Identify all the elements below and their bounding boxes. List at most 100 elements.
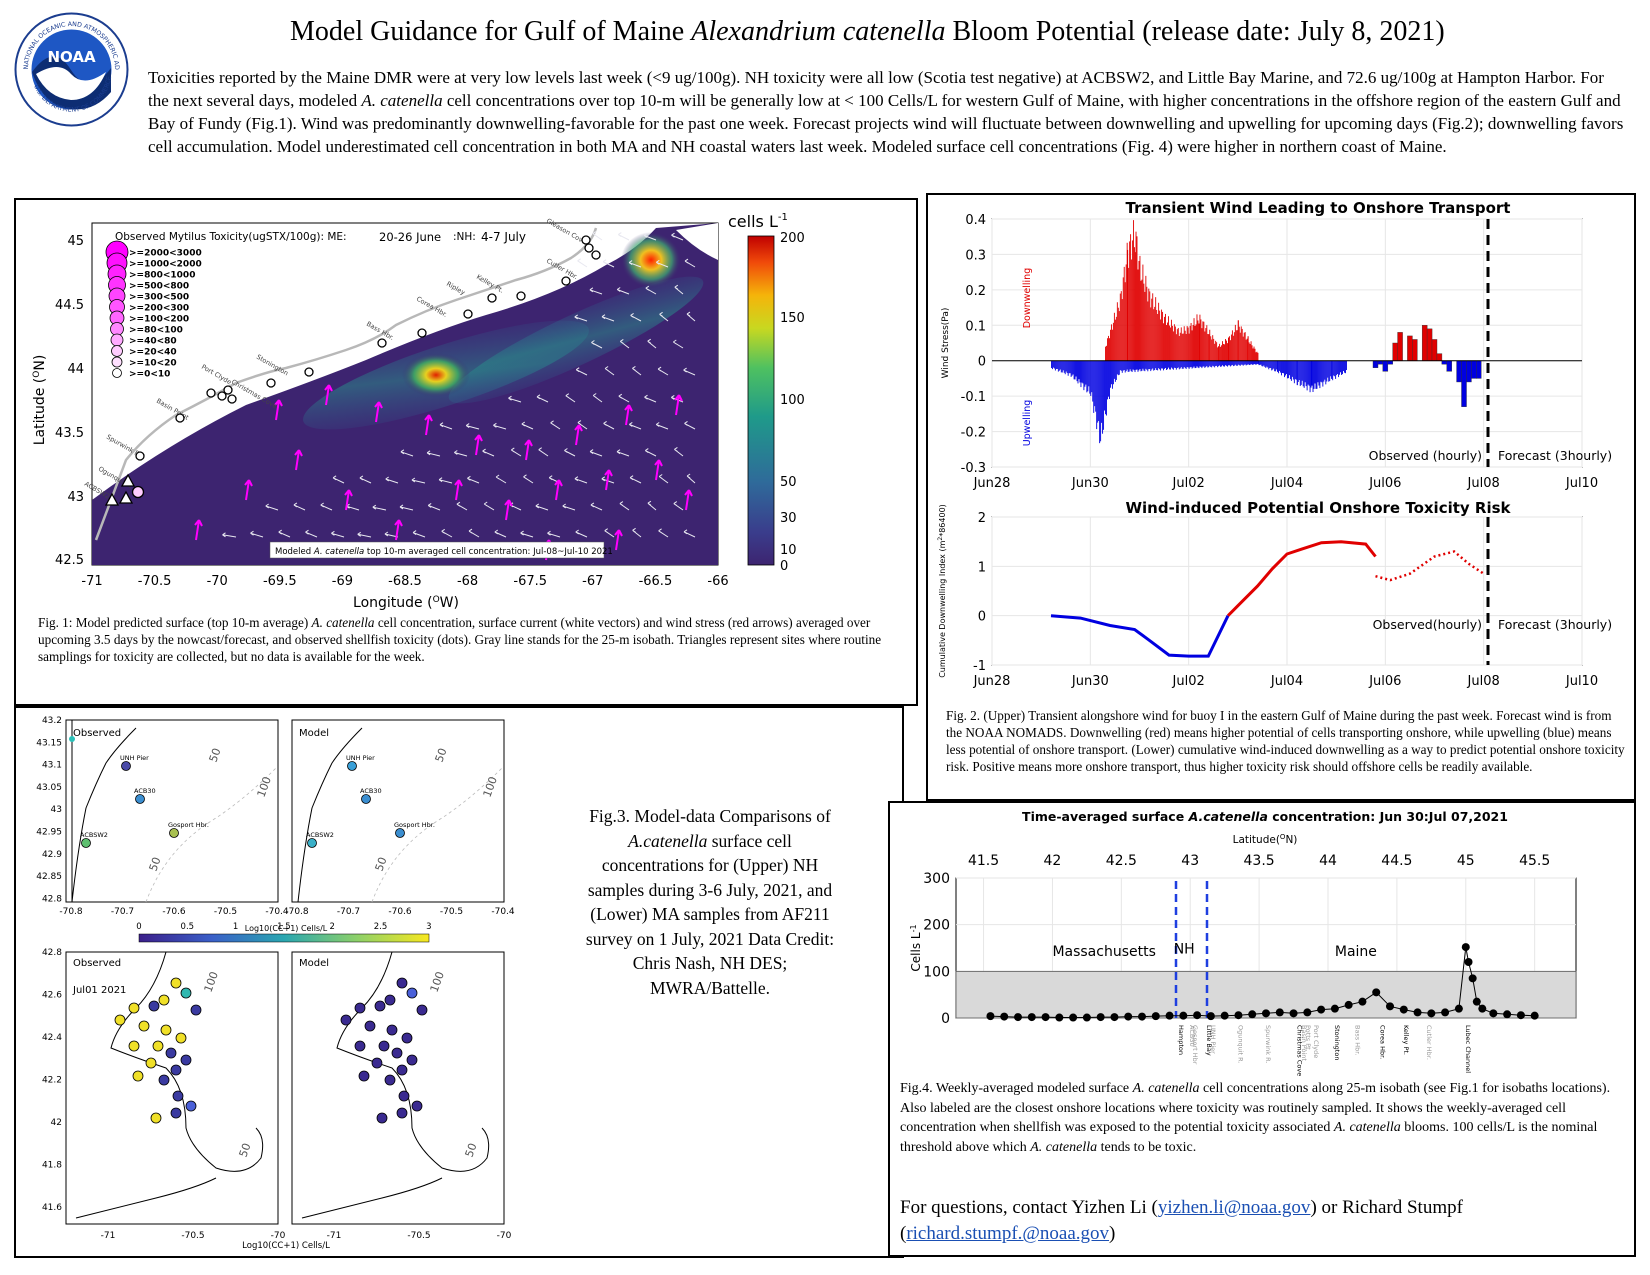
fig3-upper-x-tick: -70.4 bbox=[265, 907, 289, 917]
fig1-colorbar-label: cells L-1 bbox=[728, 212, 788, 231]
fig2-wind-bar bbox=[1158, 360, 1160, 369]
fig2-wind-bar bbox=[1315, 360, 1317, 389]
fig2-wind-bar bbox=[1113, 360, 1115, 379]
wind-arrow bbox=[685, 489, 690, 511]
fig2-wind-bar bbox=[1253, 360, 1255, 365]
fig3-site-label: ACB30 bbox=[360, 787, 382, 795]
fig3-upper-x-tick: -70.4 bbox=[491, 907, 515, 917]
fig3-lower-y-tick: 42.2 bbox=[42, 1076, 62, 1086]
fig2-wind-bar bbox=[1209, 329, 1211, 361]
current-vector bbox=[411, 477, 426, 484]
fig2-wind-bar bbox=[1141, 279, 1143, 361]
fig2-wind-bar bbox=[1071, 360, 1073, 376]
fig4-site-label: Bass Hbr. bbox=[1354, 1025, 1362, 1055]
fig4-point bbox=[1344, 1000, 1353, 1009]
fig2-wind-bar bbox=[1328, 360, 1330, 382]
fig2-wind-bar bbox=[1341, 360, 1342, 375]
fig2-wind-bar bbox=[1164, 316, 1165, 361]
fig3-lower-observed-label: Observed bbox=[73, 958, 121, 969]
fig4-point bbox=[1220, 1011, 1229, 1020]
current-vector bbox=[467, 475, 480, 484]
wind-arrow-head bbox=[674, 394, 683, 402]
fig2-wind-bar bbox=[1184, 360, 1186, 369]
fig2-wind-bar bbox=[1228, 336, 1230, 361]
fig2-wind-bar bbox=[1240, 360, 1242, 365]
fig2-wind-bar bbox=[1180, 360, 1182, 368]
fig4-region-labels: Massachusetts NH Maine bbox=[1052, 942, 1376, 960]
fig2-upper-x-tick: Jun28 bbox=[973, 476, 1011, 491]
fig2-wind-bar bbox=[1199, 314, 1201, 361]
current-vector bbox=[589, 449, 603, 457]
fig2-wind-bar bbox=[1212, 335, 1214, 361]
fig2-wind-bar bbox=[1166, 360, 1167, 370]
fig2-wind-bar bbox=[1181, 360, 1183, 369]
fig2-wind-bar bbox=[1114, 319, 1116, 361]
fig2-wind-bar bbox=[1236, 360, 1238, 366]
fig2-wind-bar bbox=[1197, 320, 1199, 361]
fig2-wind-bar bbox=[1058, 360, 1060, 371]
fig2-downwelling-label: Downwelling bbox=[1022, 268, 1033, 329]
fig3-upper-y-tick: 42.9 bbox=[42, 850, 62, 860]
fig3-isobath-label: 50 bbox=[207, 746, 224, 764]
fig2-wind-bar bbox=[1089, 360, 1091, 394]
toxicity-legend-label: >=1000<2000 bbox=[129, 260, 202, 270]
fig4-point bbox=[1489, 1009, 1498, 1018]
current-vector bbox=[494, 529, 507, 538]
current-vector bbox=[592, 393, 603, 403]
fig2-wind-bar bbox=[1062, 360, 1064, 371]
fig2-wind-bar bbox=[1055, 360, 1057, 370]
fig1-y-ticks: 45 44.5 44 43.5 43 42.5 bbox=[55, 234, 84, 568]
current-vector bbox=[601, 314, 615, 322]
fig2-lower-y-tick: 0 bbox=[978, 610, 986, 625]
fig2-wind-bar bbox=[1269, 360, 1271, 369]
fig2-wind-bar bbox=[1162, 311, 1164, 361]
fig4-point bbox=[1234, 1011, 1243, 1020]
fig4-y-tick: 0 bbox=[941, 1011, 950, 1027]
fig2-wind-bar bbox=[1120, 291, 1122, 361]
fig2-wind-bar bbox=[1131, 360, 1133, 372]
fig2-wind-bar bbox=[1155, 360, 1157, 369]
fig3-sample-dot bbox=[170, 977, 182, 989]
intro-text-1: Toxicities reported by the Maine DMR wer… bbox=[148, 68, 1604, 110]
fig3-sample-dot bbox=[150, 1112, 162, 1124]
fig4-point bbox=[1478, 1004, 1487, 1013]
fig3-sample-dot bbox=[401, 1032, 413, 1044]
fig3-upper-y-tick: 42.85 bbox=[36, 872, 62, 882]
fig2-forecast-bar bbox=[1446, 360, 1452, 372]
fig2-wind-bar bbox=[1067, 360, 1069, 376]
fig2-wind-bar bbox=[1115, 316, 1117, 361]
fig2-wind-bar bbox=[1079, 360, 1081, 383]
fig2-wind-bar bbox=[1144, 291, 1146, 361]
fig2-wind-bar bbox=[1241, 328, 1243, 361]
email-link-richard[interactable]: richard.stumpf.@noaa.gov bbox=[906, 1223, 1110, 1244]
fig4-site-label: Christmas Cove bbox=[1296, 1025, 1304, 1076]
fig2-upper-ylabel: Wind Stress(Pa) bbox=[941, 308, 951, 379]
fig2-wind-bar bbox=[1210, 336, 1212, 361]
fig2-wind-bar bbox=[1235, 360, 1237, 366]
fig2-wind-bar bbox=[1212, 360, 1214, 366]
fig2-wind-bar bbox=[1052, 360, 1054, 368]
toxicity-dot bbox=[223, 385, 233, 395]
fig2-wind-bar bbox=[1156, 309, 1158, 361]
fig2-wind-bar bbox=[1318, 360, 1320, 386]
fig2-wind-bar bbox=[1151, 298, 1153, 361]
fig2-wind-bar bbox=[1271, 360, 1273, 371]
fig4-top-tick: 43 bbox=[1181, 853, 1199, 869]
fig2-wind-bar bbox=[1053, 360, 1055, 369]
current-vector bbox=[619, 338, 630, 349]
current-vector bbox=[683, 529, 696, 538]
fig2-wind-bar bbox=[1187, 360, 1189, 368]
fig3-upper-observed-label: Observed bbox=[73, 728, 121, 739]
fig3-colorbar-tick: 2.5 bbox=[374, 922, 388, 932]
fig2-wind-bar bbox=[1203, 360, 1205, 367]
fig3-sample-dot bbox=[165, 1047, 177, 1059]
wind-arrow-head bbox=[504, 499, 513, 507]
fig3-colorbar-tick: 3 bbox=[426, 922, 431, 932]
fig4-point bbox=[1464, 958, 1473, 966]
fig2-wind-bar bbox=[1108, 360, 1109, 397]
fig3-panel: Observed Model UNH Pier UNH Pier ACB30 ACB3… bbox=[14, 706, 904, 1258]
email-link-yizhen[interactable]: yizhen.li@noaa.gov bbox=[1157, 1197, 1311, 1218]
fig2-wind-bar bbox=[1157, 313, 1159, 361]
fig2-wind-bar bbox=[1163, 360, 1164, 371]
fig2-wind-bar bbox=[1310, 360, 1312, 388]
